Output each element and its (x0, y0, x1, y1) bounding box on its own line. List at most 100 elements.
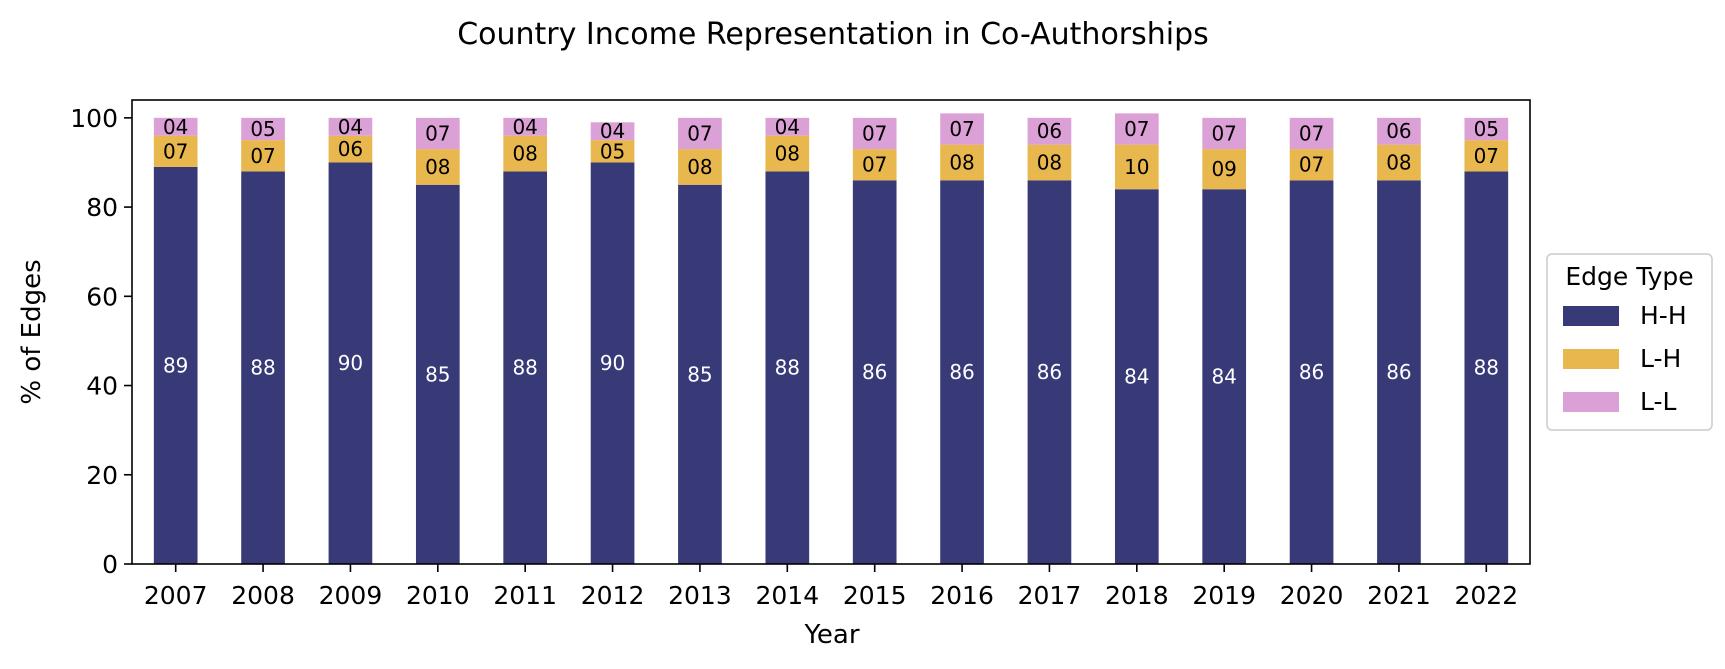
bar-l-l-2007 (153, 117, 198, 136)
plot-area: 8907048807059006048508078808049005048508… (70, 99, 1531, 610)
data-label-h-h-2016: 86 (949, 360, 974, 384)
bar-l-h-2017 (1027, 144, 1072, 181)
bar-h-h-2013 (678, 184, 722, 564)
bar-l-l-2020 (1289, 117, 1334, 150)
data-label-h-h-2007: 89 (163, 353, 188, 377)
bar-h-h-2020 (1289, 180, 1334, 564)
data-label-l-l-2007: 04 (163, 115, 188, 139)
x-axis-label: Year (803, 620, 859, 650)
data-label-l-l-2010: 07 (425, 121, 450, 145)
data-label-h-h-2013: 85 (687, 362, 712, 386)
bar-l-h-2020 (1289, 149, 1334, 181)
y-tick-label-40: 40 (86, 372, 118, 401)
data-label-l-h-2013: 08 (687, 155, 712, 179)
x-tick-label-2018: 2018 (1105, 581, 1169, 610)
x-tick-label-2011: 2011 (493, 581, 557, 610)
y-tick-label-60: 60 (86, 282, 118, 311)
data-label-h-h-2011: 88 (512, 356, 537, 380)
bar-l-l-2014 (765, 117, 810, 136)
bar-h-h-2011 (503, 171, 548, 564)
x-tick-label-2007: 2007 (144, 581, 208, 610)
x-tick-label-2009: 2009 (319, 581, 383, 610)
data-label-l-h-2012: 05 (600, 139, 625, 163)
data-label-h-h-2022: 88 (1474, 356, 1499, 380)
data-label-l-h-2007: 07 (163, 139, 188, 163)
data-label-l-h-2015: 07 (862, 153, 887, 177)
bar-h-h-2018 (1114, 189, 1159, 565)
data-label-h-h-2017: 86 (1037, 360, 1062, 384)
legend-label-l-l: L-L (1640, 387, 1677, 416)
x-tick-label-2017: 2017 (1018, 581, 1082, 610)
bar-h-h-2007 (153, 166, 198, 565)
bar-l-h-2013 (678, 149, 722, 185)
data-label-h-h-2008: 88 (250, 356, 275, 380)
legend-title: Edge Type (1565, 262, 1693, 291)
bar-l-l-2011 (503, 117, 548, 136)
bar-l-l-2009 (328, 117, 373, 136)
data-label-l-l-2011: 04 (512, 115, 537, 139)
bar-l-l-2018 (1114, 113, 1159, 145)
data-label-l-h-2009: 06 (338, 137, 363, 161)
data-label-l-l-2015: 07 (862, 121, 887, 145)
bar-l-l-2008 (241, 117, 285, 141)
data-label-l-l-2018: 07 (1124, 117, 1149, 141)
bar-h-h-2012 (590, 162, 635, 564)
bar-l-h-2008 (241, 140, 285, 172)
data-label-h-h-2020: 86 (1299, 360, 1324, 384)
bar-h-h-2017 (1027, 180, 1072, 564)
data-label-l-h-2016: 08 (949, 150, 974, 174)
data-label-l-h-2021: 08 (1386, 150, 1411, 174)
bar-h-h-2008 (241, 171, 285, 564)
data-label-l-h-2008: 07 (250, 144, 275, 168)
x-tick-label-2022: 2022 (1455, 581, 1519, 610)
bar-l-l-2019 (1202, 117, 1247, 150)
data-label-h-h-2012: 90 (600, 351, 625, 375)
bar-h-h-2021 (1377, 180, 1421, 564)
bar-l-l-2010 (415, 117, 460, 150)
legend: Edge Type H-H L-H L-L (1546, 253, 1713, 431)
data-label-l-h-2018: 10 (1124, 155, 1149, 179)
legend-swatch-h-h (1563, 306, 1619, 326)
bar-l-h-2014 (765, 135, 810, 172)
data-label-l-h-2017: 08 (1037, 150, 1062, 174)
data-label-h-h-2018: 84 (1124, 365, 1149, 389)
data-label-l-h-2022: 07 (1474, 144, 1499, 168)
bar-l-h-2011 (503, 135, 548, 172)
data-label-l-l-2021: 06 (1386, 119, 1411, 143)
x-tick-label-2014: 2014 (756, 581, 820, 610)
data-label-h-h-2009: 90 (338, 351, 363, 375)
bar-h-h-2009 (328, 162, 373, 564)
y-tick-label-0: 0 (102, 550, 118, 579)
data-label-l-l-2016: 07 (949, 117, 974, 141)
x-tick-label-2010: 2010 (406, 581, 470, 610)
y-tick-label-100: 100 (70, 104, 118, 133)
data-label-l-l-2009: 04 (338, 115, 363, 139)
x-tick-label-2021: 2021 (1367, 581, 1431, 610)
x-tick-label-2013: 2013 (668, 581, 732, 610)
bar-l-h-2019 (1202, 149, 1247, 190)
data-label-l-l-2008: 05 (250, 117, 275, 141)
bar-l-h-2018 (1114, 144, 1159, 190)
data-label-l-l-2019: 07 (1211, 121, 1236, 145)
data-label-l-h-2020: 07 (1299, 153, 1324, 177)
data-label-l-l-2013: 07 (687, 121, 712, 145)
bar-h-h-2019 (1202, 189, 1247, 565)
data-label-l-l-2012: 04 (600, 119, 625, 143)
bar-l-h-2007 (153, 135, 198, 167)
data-label-l-l-2022: 05 (1474, 117, 1499, 141)
data-label-l-l-2017: 06 (1037, 119, 1062, 143)
bar-h-h-2014 (765, 171, 810, 564)
bar-h-h-2015 (852, 180, 897, 564)
chart-title: Country Income Representation in Co-Auth… (457, 17, 1209, 52)
data-label-h-h-2015: 86 (862, 360, 887, 384)
data-label-l-h-2019: 09 (1211, 157, 1236, 181)
bar-l-h-2012 (590, 140, 635, 163)
bar-l-h-2016 (940, 144, 984, 181)
bar-l-h-2022 (1464, 140, 1509, 172)
x-tick-label-2020: 2020 (1280, 581, 1344, 610)
bar-l-h-2021 (1377, 144, 1421, 181)
data-label-l-l-2020: 07 (1299, 121, 1324, 145)
legend-label-l-h: L-H (1640, 344, 1681, 373)
bar-l-h-2009 (328, 135, 373, 163)
